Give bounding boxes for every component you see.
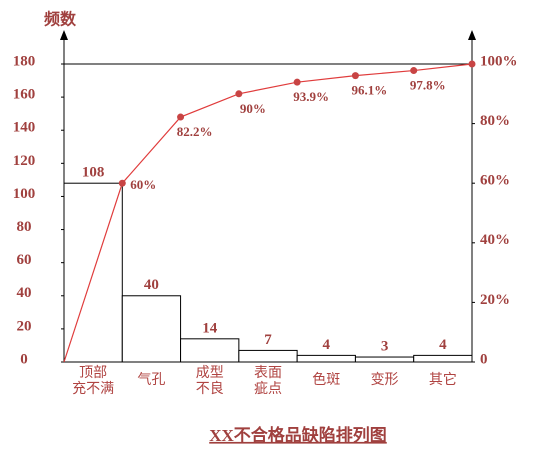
y-tick-label: 20 (17, 318, 32, 334)
y2-tick-label: 0 (480, 351, 488, 367)
cumulative-point (468, 60, 476, 68)
bar (238, 349, 298, 363)
cumulative-label: 96.1% (352, 83, 388, 98)
x-tick-label: 表面 (254, 365, 282, 381)
bar-label: 40 (144, 277, 159, 293)
cumulative-point (410, 67, 418, 75)
x-tick-label: 充不满 (72, 381, 114, 397)
cumulative-label: 90% (240, 101, 266, 116)
bar (354, 356, 415, 363)
x-tick-label: 其它 (429, 371, 457, 388)
y-tick-label: 40 (17, 285, 32, 301)
cumulative-point (177, 113, 185, 121)
bar-label: 7 (264, 332, 272, 348)
y-tick-label: 140 (13, 120, 36, 136)
y-tick-label: 60 (17, 252, 32, 268)
x-tick-label: 疵点 (254, 381, 282, 397)
y-tick-label: 160 (13, 87, 36, 103)
y2-tick-label: 20% (480, 292, 510, 308)
cumulative-start (63, 183, 123, 363)
cumulative-label: 82.2% (177, 124, 213, 139)
bar (121, 295, 182, 363)
y-tick-label: 100 (13, 186, 36, 202)
x-tick-label: 色斑 (312, 371, 340, 388)
x-tick-label: 不良 (196, 381, 224, 397)
cumulative-point (235, 90, 243, 98)
y-tick-label: 0 (20, 351, 28, 367)
cumulative-point (293, 78, 301, 86)
y2-tick-label: 60% (480, 173, 510, 189)
chart-title: XX不合格品缺陷排列图 (209, 425, 387, 445)
y2-tick-label: 80% (480, 113, 510, 129)
bar-label: 4 (323, 337, 331, 353)
bar-label: 108 (82, 165, 105, 181)
bar-label: 4 (439, 337, 447, 353)
y-tick-label: 80 (17, 219, 32, 235)
cumulative-point (351, 72, 359, 80)
bar (180, 338, 240, 363)
bar-label: 3 (381, 338, 389, 354)
cumulative-label: 97.8% (410, 78, 446, 93)
x-tick-label: 顶部 (79, 365, 107, 381)
y-axis-arrow (60, 30, 68, 40)
bar (296, 354, 356, 363)
bar-label: 14 (202, 320, 218, 336)
x-tick-label: 成型 (196, 365, 224, 381)
bar (413, 354, 473, 363)
y2-tick-label: 40% (480, 232, 510, 248)
y-tick-label: 120 (13, 153, 36, 169)
cumulative-label: 60% (130, 177, 156, 192)
x-tick-label: 变形 (371, 372, 399, 388)
y-tick-label: 180 (13, 53, 36, 69)
x-tick-label: 气孔 (137, 372, 165, 388)
cumulative-label: 93.9% (293, 89, 329, 104)
y2-axis-arrow (468, 30, 476, 40)
cumulative-point (118, 179, 126, 187)
y-axis-label: 频数 (44, 10, 77, 29)
y2-tick-label: 100% (480, 53, 518, 69)
